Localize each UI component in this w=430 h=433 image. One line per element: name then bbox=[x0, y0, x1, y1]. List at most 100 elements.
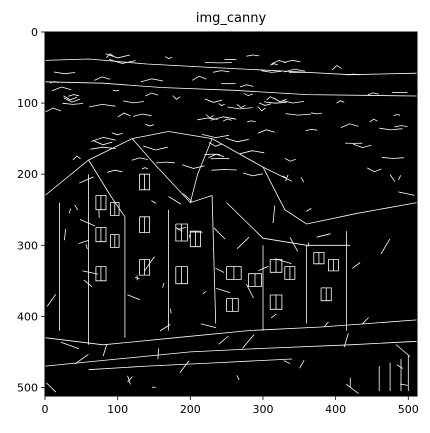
roof-edge bbox=[226, 202, 351, 246]
roof-edge bbox=[44, 131, 169, 196]
texture-edge bbox=[140, 78, 163, 83]
window-edge bbox=[95, 195, 107, 211]
texture-edge bbox=[331, 65, 342, 71]
roof-edge bbox=[189, 138, 213, 203]
texture-edge bbox=[200, 323, 217, 329]
texture-edge bbox=[49, 81, 59, 84]
texture-edge bbox=[275, 258, 292, 264]
image-background bbox=[45, 32, 417, 396]
window-edge bbox=[175, 223, 188, 242]
edge-map bbox=[44, 53, 418, 394]
texture-edge bbox=[243, 92, 254, 97]
texture-edge bbox=[127, 375, 131, 385]
texture-edge bbox=[245, 283, 254, 299]
texture-edge bbox=[205, 114, 214, 119]
window-edge bbox=[95, 227, 107, 243]
texture-edge bbox=[83, 279, 93, 287]
texture-edge bbox=[246, 54, 260, 57]
wall-edge bbox=[211, 195, 217, 324]
texture-edge bbox=[155, 161, 175, 164]
texture-edge bbox=[289, 237, 299, 252]
x-tick-label: 400 bbox=[325, 403, 346, 416]
texture-edge bbox=[285, 174, 289, 182]
texture-edge bbox=[51, 86, 72, 92]
texture-edge bbox=[284, 68, 305, 73]
texture-edge bbox=[79, 176, 94, 184]
texture-edge bbox=[93, 140, 113, 146]
window-edge bbox=[175, 266, 188, 285]
y-axis: 0 100 200 300 400 500 bbox=[17, 26, 45, 394]
window-edge bbox=[110, 202, 120, 216]
texture-edge bbox=[111, 132, 123, 136]
texture-edge bbox=[269, 63, 278, 66]
texture-edge bbox=[91, 136, 116, 142]
texture-edge bbox=[134, 276, 140, 280]
window-edge bbox=[139, 173, 151, 191]
texture-edge bbox=[394, 125, 408, 128]
texture-edge bbox=[300, 177, 305, 183]
texture-edge bbox=[323, 321, 329, 328]
texture-edge bbox=[218, 103, 225, 107]
texture-edge bbox=[151, 200, 157, 204]
texture-edge bbox=[44, 107, 62, 113]
texture-edge bbox=[346, 73, 360, 76]
window-edge bbox=[139, 216, 151, 233]
texture-edge bbox=[102, 343, 108, 357]
texture-edge bbox=[257, 129, 275, 134]
texture-edge bbox=[117, 112, 131, 118]
texture-edge bbox=[305, 128, 318, 131]
x-tick-label: 200 bbox=[180, 403, 201, 416]
texture-edge bbox=[240, 150, 265, 155]
street-edge bbox=[44, 319, 418, 346]
texture-edge bbox=[64, 228, 66, 241]
texture-edge bbox=[127, 376, 133, 383]
roof-edge bbox=[168, 131, 293, 182]
horizon-edge bbox=[44, 81, 418, 97]
texture-edge bbox=[225, 137, 249, 143]
texture-edge bbox=[105, 53, 130, 59]
texture-edge bbox=[145, 123, 155, 127]
texture-edge bbox=[258, 265, 269, 271]
axes-frame bbox=[44, 31, 418, 397]
texture-edge bbox=[123, 100, 144, 104]
texture-edge bbox=[179, 360, 190, 373]
window-edge bbox=[269, 294, 283, 310]
texture-edge bbox=[162, 282, 165, 288]
texture-edge bbox=[88, 103, 116, 108]
texture-edge bbox=[218, 335, 229, 345]
texture-edge bbox=[175, 227, 183, 232]
texture-edge bbox=[60, 341, 80, 350]
texture-edge bbox=[74, 204, 79, 211]
texture-edge bbox=[133, 113, 152, 117]
texture-edge bbox=[311, 112, 322, 115]
window-edge bbox=[320, 287, 332, 302]
texture-edge bbox=[46, 294, 57, 307]
texture-edge bbox=[272, 205, 276, 224]
texture-edge bbox=[283, 360, 291, 365]
texture-edge bbox=[257, 106, 266, 112]
texture-edge bbox=[141, 167, 149, 170]
texture-edge bbox=[106, 169, 123, 173]
texture-edge bbox=[204, 62, 233, 64]
texture-edge bbox=[270, 313, 277, 319]
texture-edge bbox=[215, 267, 225, 273]
texture-edge bbox=[389, 174, 396, 182]
texture-edge bbox=[46, 382, 57, 393]
y-tick-label: 300 bbox=[17, 239, 38, 252]
texture-edge bbox=[211, 169, 237, 171]
texture-edge bbox=[393, 114, 401, 116]
texture-edge bbox=[273, 97, 287, 103]
texture-edge bbox=[79, 219, 96, 227]
texture-edge bbox=[68, 94, 80, 97]
texture-edge bbox=[398, 175, 402, 181]
texture-edge bbox=[143, 256, 155, 272]
y-tick-label: 400 bbox=[17, 310, 38, 323]
texture-edge bbox=[236, 236, 250, 249]
texture-edge bbox=[367, 92, 380, 96]
texture-edge bbox=[396, 364, 404, 369]
texture-edge bbox=[202, 134, 229, 139]
texture-edge bbox=[108, 59, 136, 64]
texture-edge bbox=[263, 101, 287, 104]
texture-edge bbox=[336, 100, 345, 104]
